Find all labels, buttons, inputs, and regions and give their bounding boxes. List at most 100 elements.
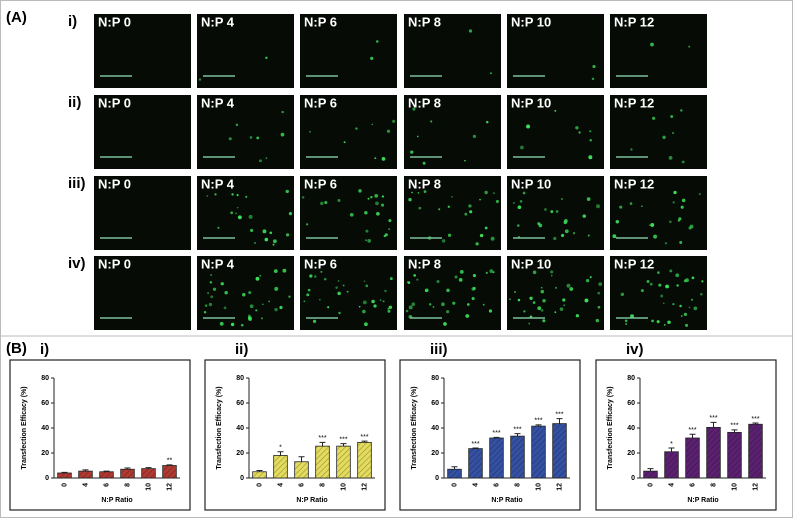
fluorescent-spot	[262, 229, 267, 234]
fluorescent-spot	[532, 270, 537, 275]
fluorescent-spot	[489, 269, 494, 274]
significance: ***	[688, 427, 696, 434]
micrograph-label: N:P 10	[511, 95, 551, 110]
bar	[141, 468, 156, 479]
fluorescent-spot	[680, 205, 684, 209]
bar	[447, 468, 462, 479]
x-tick-label: 10	[535, 483, 542, 491]
x-tick-label: 6	[298, 483, 305, 487]
y-axis-label: Transfection Efficacy (%)	[607, 386, 614, 469]
fluorescent-spot	[365, 239, 368, 242]
x-tick-label: 8	[514, 483, 521, 487]
fluorescent-spot	[598, 282, 603, 286]
fluorescent-spot	[625, 323, 628, 325]
fluorescent-spot	[589, 130, 592, 133]
fluorescent-spot	[209, 281, 213, 284]
bar	[748, 423, 763, 479]
y-tick-label: 60	[627, 400, 635, 407]
chart-title: iv)	[626, 341, 644, 358]
fluorescent-spot	[381, 195, 385, 198]
fluorescent-spot	[585, 278, 590, 283]
fluorescent-spot	[542, 319, 546, 323]
micrograph-label: N:P 8	[408, 256, 441, 271]
fluorescent-spot	[371, 123, 374, 126]
fluorescent-spot	[569, 287, 574, 291]
fluorescent-spot	[562, 298, 566, 302]
fluorescent-spot	[660, 294, 664, 298]
fluorescent-spot	[582, 214, 587, 218]
bar	[99, 471, 114, 479]
x-tick-label: 0	[647, 483, 654, 487]
fluorescent-spot	[416, 278, 419, 281]
x-axis-label: N:P Ratio	[296, 497, 327, 504]
x-tick-label: 6	[689, 483, 696, 487]
fluorescent-spot	[630, 148, 633, 151]
fluorescent-spot	[540, 289, 545, 294]
fluorescent-spot	[422, 161, 426, 165]
fluorescent-spot	[597, 291, 601, 295]
fluorescent-spot	[550, 274, 553, 277]
y-tick-label: 20	[431, 450, 439, 457]
fluorescent-spot	[269, 231, 273, 235]
fluorescent-spot	[664, 242, 668, 245]
fluorescent-spot	[417, 192, 420, 194]
fluorescent-spot	[683, 312, 688, 316]
fluorescent-spot	[492, 271, 495, 274]
fluorescent-spot	[265, 157, 268, 160]
bar	[664, 451, 679, 479]
x-tick-label: 4	[472, 483, 479, 487]
fluorescent-spot	[670, 115, 674, 118]
fluorescent-spot	[245, 195, 248, 198]
fluorescent-spot	[672, 132, 674, 134]
fluorescent-spot	[416, 135, 419, 138]
fluorescent-spot	[575, 126, 579, 130]
error-bar	[124, 467, 131, 470]
fluorescent-spot	[489, 72, 492, 75]
x-tick-label: 0	[61, 483, 68, 487]
fluorescent-spot	[204, 304, 208, 307]
y-tick-label: 80	[627, 375, 635, 382]
fluorescent-spot	[240, 323, 244, 327]
fluorescent-spot	[669, 269, 673, 273]
fluorescent-spot	[520, 145, 524, 150]
x-tick-label: 4	[668, 483, 675, 487]
fluorescent-spot	[371, 299, 375, 304]
chart-box	[204, 359, 386, 511]
fluorescent-spot	[592, 64, 596, 69]
fluorescent-spot	[468, 204, 472, 208]
fluorescent-spot	[323, 278, 327, 281]
fluorescent-spot	[454, 275, 458, 279]
x-tick-label: 4	[277, 483, 284, 487]
fluorescent-spot	[509, 298, 511, 301]
fluorescent-spot	[653, 234, 658, 239]
fluorescent-spot	[285, 189, 289, 194]
fluorescent-spot	[320, 270, 323, 273]
fluorescent-spot	[544, 208, 547, 211]
fluorescent-spot	[680, 109, 683, 112]
x-tick-label: 12	[556, 483, 563, 491]
y-tick-label: 40	[41, 425, 49, 432]
fluorescent-spot	[689, 224, 694, 229]
error-bar	[514, 433, 521, 437]
bar	[510, 435, 525, 479]
fluorescent-spot	[663, 323, 666, 326]
fluorescent-spot	[564, 229, 569, 234]
fluorescent-spot	[408, 305, 413, 310]
significance: ***	[730, 423, 738, 430]
bar	[336, 445, 351, 479]
bar	[120, 468, 135, 479]
bar	[162, 465, 177, 479]
fluorescent-spot	[672, 302, 675, 306]
fluorescent-spot	[262, 303, 264, 306]
y-tick-label: 0	[45, 475, 49, 482]
fluorescent-spot	[358, 305, 361, 308]
bar	[315, 445, 330, 479]
bar	[273, 455, 288, 479]
fluorescent-spot	[230, 211, 234, 215]
fluorescent-spot	[324, 200, 328, 205]
fluorescent-spot	[318, 298, 321, 301]
fluorescent-spot	[320, 201, 324, 206]
fluorescent-spot	[447, 205, 450, 208]
fluorescent-spot	[484, 190, 488, 195]
